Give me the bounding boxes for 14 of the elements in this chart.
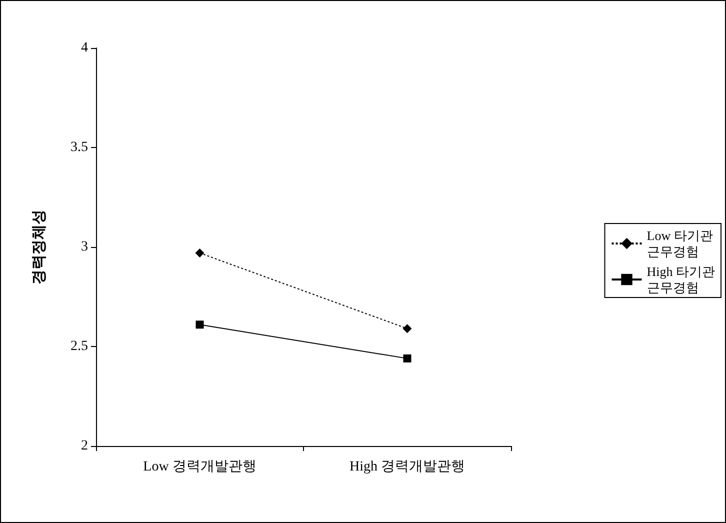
point xyxy=(196,320,204,329)
y-tick-label: 3.5 xyxy=(70,140,88,155)
legend-label: High 타기관 근무경험 xyxy=(646,264,715,295)
x-tick-label: Low 경력개발관행 xyxy=(143,460,256,474)
y-tick-label: 2 xyxy=(81,438,88,454)
legend-label: Low 타기관 근무경험 xyxy=(646,228,713,259)
y-tick-label: 3 xyxy=(81,240,88,254)
x-tick-label: High 경력개발관행 xyxy=(350,460,465,474)
y-axis-title: 경력정체성 xyxy=(30,210,48,284)
point xyxy=(403,354,412,362)
point xyxy=(195,248,204,258)
y-tick-label: 4 xyxy=(81,40,88,56)
y-tick-label: 2.5 xyxy=(70,339,88,354)
point xyxy=(402,324,412,334)
